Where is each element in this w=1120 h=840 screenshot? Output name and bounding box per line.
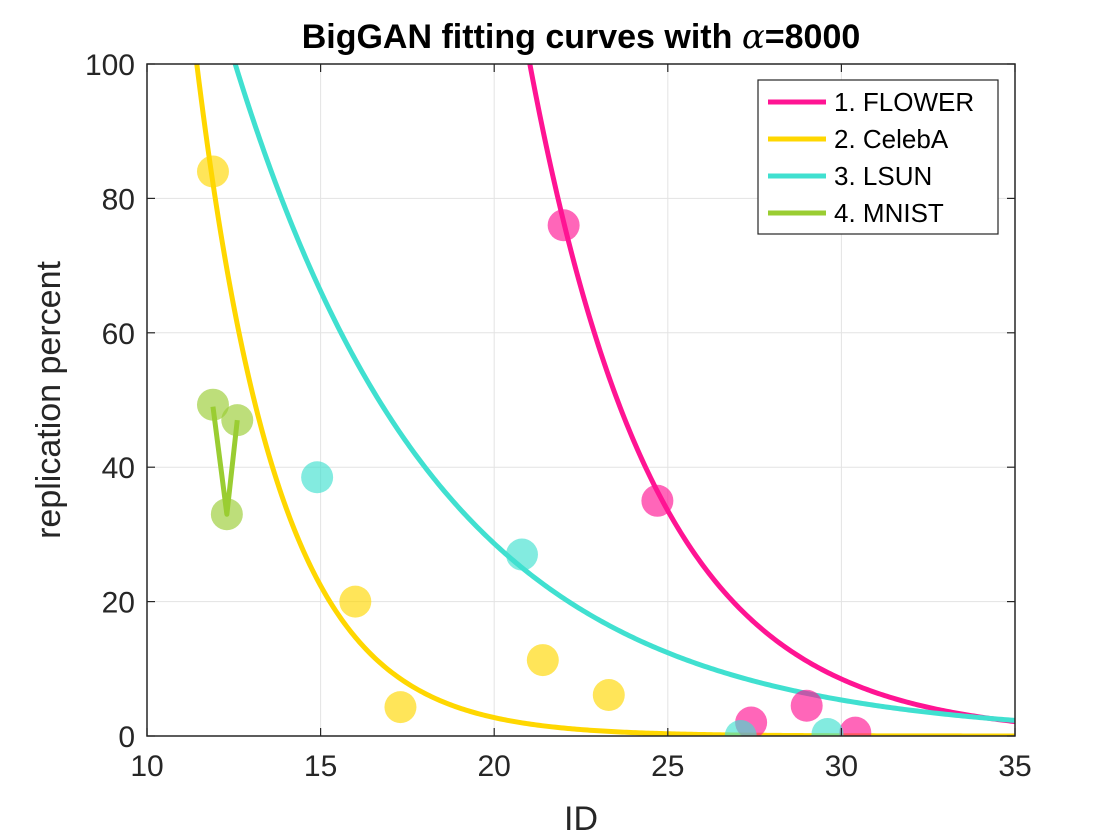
data-point-1. FLOWER xyxy=(790,689,823,722)
data-point-4. MNIST xyxy=(210,498,243,531)
y-tick-label: 20 xyxy=(102,587,135,620)
ticks: 10 15 20 25 30 35 0 20 40 60 80 100 xyxy=(85,49,1032,783)
y-axis-label: replication percent xyxy=(30,261,68,539)
data-point-3. LSUN xyxy=(301,461,334,494)
data-point-1. FLOWER xyxy=(641,484,674,517)
x-tick-label: 15 xyxy=(304,750,337,783)
x-tick-label: 25 xyxy=(651,750,684,783)
chart-title: BigGAN fitting curves with α=8000 xyxy=(302,17,861,57)
data-point-2. CelebA xyxy=(339,585,372,618)
y-tick-label: 80 xyxy=(102,183,135,216)
data-point-4. MNIST xyxy=(196,388,229,421)
fit-curve-3. LSUN xyxy=(232,64,1015,723)
axes-box xyxy=(146,63,1016,737)
data-point-1. FLOWER xyxy=(839,716,872,736)
y-tick-label: 40 xyxy=(102,452,135,485)
data-point-2. CelebA xyxy=(592,679,625,712)
data-point-3. LSUN xyxy=(724,720,757,736)
x-tick-label: 10 xyxy=(130,750,163,783)
x-tick-label: 30 xyxy=(825,750,858,783)
legend-label: 1. FLOWER xyxy=(834,87,974,117)
x-tick-label: 20 xyxy=(478,750,511,783)
data-point-2. CelebA xyxy=(526,644,559,677)
data-point-2. CelebA xyxy=(196,155,229,188)
legend-label: 4. MNIST xyxy=(834,198,944,228)
data-point-1. FLOWER xyxy=(547,209,580,242)
legend-label: 3. LSUN xyxy=(834,161,932,191)
fit-curve-1. FLOWER xyxy=(527,64,1015,725)
legend-label: 2. CelebA xyxy=(834,124,949,154)
legend-box xyxy=(757,79,999,235)
y-tick-label: 60 xyxy=(102,318,135,351)
data-point-2. CelebA xyxy=(384,691,417,724)
legend: 1. FLOWER 2. CelebA 3. LSUN 4. MNIST xyxy=(757,79,999,235)
y-tick-label: 100 xyxy=(85,49,135,82)
data-point-4. MNIST xyxy=(221,404,254,437)
x-axis-label: ID xyxy=(564,800,598,838)
data-points xyxy=(196,155,872,736)
data-point-3. LSUN xyxy=(505,538,538,571)
data-point-3. LSUN xyxy=(811,717,844,736)
y-tick-label: 0 xyxy=(118,721,135,754)
x-tick-label: 35 xyxy=(998,750,1031,783)
